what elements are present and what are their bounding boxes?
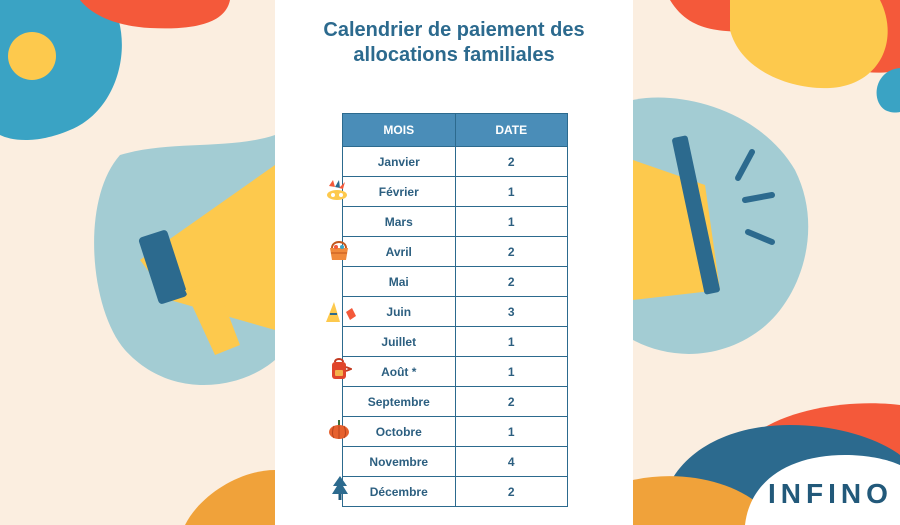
blob-orange-bottom-left xyxy=(185,470,275,525)
date-cell: 2 xyxy=(454,146,568,177)
backpack-icon xyxy=(332,358,352,379)
month-cell: Juin xyxy=(342,296,456,327)
table-row: Octobre 1 xyxy=(342,416,568,447)
header-month: MOIS xyxy=(342,113,456,147)
title-line-1: Calendrier de paiement des xyxy=(323,19,585,41)
easter-basket-icon xyxy=(330,241,348,260)
date-cell: 2 xyxy=(454,236,568,267)
month-cell: Mai xyxy=(342,266,456,297)
calendar-card: Calendrier de paiement des allocations f… xyxy=(275,0,633,525)
blob-red-top-left xyxy=(80,0,230,29)
month-cell: Décembre xyxy=(342,476,456,507)
month-cell: Novembre xyxy=(342,446,456,477)
blob-blue-right-edge xyxy=(876,68,900,113)
table-row: Novembre 4 xyxy=(342,446,568,477)
megaphone-icon-left xyxy=(138,165,275,355)
date-cell: 1 xyxy=(454,416,568,447)
month-cell: Février xyxy=(342,176,456,207)
table-row: Juillet 1 xyxy=(342,326,568,357)
table-row: Décembre 2 xyxy=(342,476,568,507)
table-row: Janvier 2 xyxy=(342,146,568,177)
month-cell: Janvier xyxy=(342,146,456,177)
blob-yellow-top-right xyxy=(730,0,888,89)
table-row: Mai 2 xyxy=(342,266,568,297)
date-cell: 1 xyxy=(454,176,568,207)
date-cell: 1 xyxy=(454,356,568,387)
summer-sandwich-board-icon xyxy=(326,302,356,322)
megaphone-icon-right xyxy=(633,135,775,300)
table-row: Juin 3 xyxy=(342,296,568,327)
page-title: Calendrier de paiement des allocations f… xyxy=(275,18,633,68)
logo-backdrop xyxy=(745,455,900,525)
blob-orange-bottom-right xyxy=(633,476,765,525)
date-cell: 1 xyxy=(454,326,568,357)
table-row: Avril 2 xyxy=(342,236,568,267)
month-cell: Avril xyxy=(342,236,456,267)
date-cell: 3 xyxy=(454,296,568,327)
date-cell: 2 xyxy=(454,386,568,417)
month-cell: Mars xyxy=(342,206,456,237)
month-cell: Août * xyxy=(342,356,456,387)
payment-calendar-table: MOIS DATE Janvier 2 Février 1 Mars 1 Avril 2… xyxy=(342,113,568,507)
table-row: Février 1 xyxy=(342,176,568,207)
christmas-tree-icon xyxy=(332,476,348,500)
date-cell: 4 xyxy=(454,446,568,477)
brand-logo: INFINO xyxy=(768,478,893,509)
table-header-row: MOIS DATE xyxy=(342,113,568,147)
month-cell: Septembre xyxy=(342,386,456,417)
table-row: Mars 1 xyxy=(342,206,568,237)
month-cell: Octobre xyxy=(342,416,456,447)
date-cell: 2 xyxy=(454,476,568,507)
header-date: DATE xyxy=(454,113,568,147)
pumpkin-icon xyxy=(329,420,349,439)
month-cell: Juillet xyxy=(342,326,456,357)
carnival-mask-icon xyxy=(327,180,347,200)
table-row: Septembre 2 xyxy=(342,386,568,417)
date-cell: 1 xyxy=(454,206,568,237)
title-line-2: allocations familiales xyxy=(353,44,555,66)
date-cell: 2 xyxy=(454,266,568,297)
blob-yellow-dot xyxy=(8,32,56,80)
table-row: Août * 1 xyxy=(342,356,568,387)
